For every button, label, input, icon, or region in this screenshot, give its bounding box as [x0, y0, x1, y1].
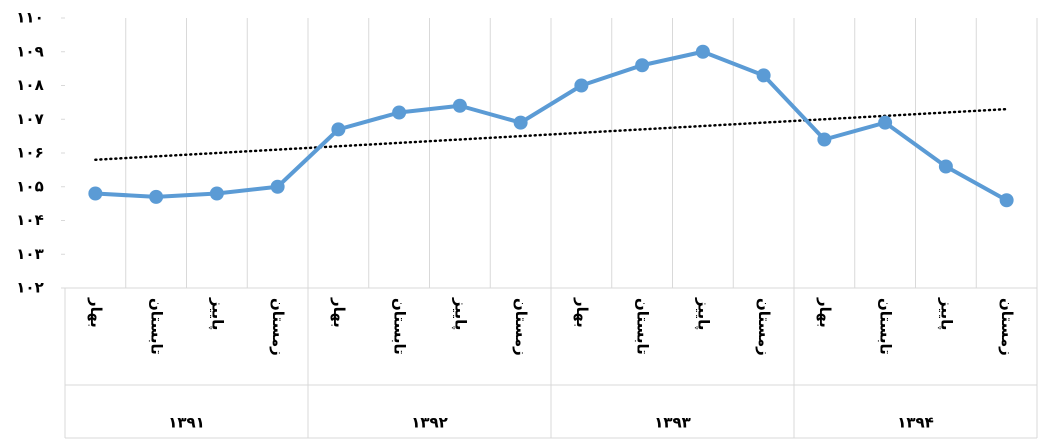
point	[149, 189, 164, 204]
y-tick-label: ۱۰۶	[16, 144, 43, 162]
group-label: ۱۳۹۳	[654, 414, 691, 432]
x-tick-label: تابستان	[877, 298, 895, 355]
x-tick-label: زمستان	[755, 298, 773, 356]
x-tick-label: پاییز	[936, 297, 955, 330]
group-label: ۱۳۹۲	[411, 414, 448, 432]
x-tick-label: بهار	[573, 297, 591, 328]
x-tick-label: زمستان	[269, 298, 287, 356]
point	[878, 115, 893, 130]
series-line	[95, 49, 1008, 202]
x-tick-label: تابستان	[634, 298, 652, 355]
point	[88, 186, 103, 201]
point	[695, 44, 710, 59]
point	[513, 115, 528, 130]
point	[392, 105, 407, 120]
y-tick-label: ۱۰۲	[16, 279, 43, 297]
group-label: ۱۳۹۴	[897, 414, 934, 432]
x-tick-label: تابستان	[391, 298, 409, 355]
y-tick-label: ۱۰۳	[16, 245, 43, 263]
point	[270, 179, 285, 194]
point	[999, 193, 1014, 208]
x-tick-label: بهار	[330, 297, 348, 328]
point	[209, 186, 224, 201]
point	[938, 159, 953, 174]
y-tick-label: ۱۱۰	[16, 9, 43, 27]
y-tick-label: ۱۰۸	[16, 76, 43, 94]
point	[635, 58, 650, 73]
point	[817, 132, 832, 147]
x-tick-label: زمستان	[512, 298, 530, 356]
point	[574, 78, 589, 93]
x-tick-label: تابستان	[148, 298, 166, 355]
x-tick-label: پاییز	[693, 297, 712, 330]
y-tick-label: ۱۰۵	[16, 177, 43, 195]
x-tick-label: پاییز	[207, 297, 226, 330]
x-tick-label: بهار	[816, 297, 834, 328]
trendline	[94, 107, 1008, 161]
y-tick-label: ۱۰۹	[16, 42, 43, 60]
group-label: ۱۳۹۱	[168, 414, 205, 432]
y-tick-label: ۱۰۴	[16, 211, 43, 229]
point	[452, 98, 467, 113]
point	[756, 68, 771, 83]
x-tick-label: بهار	[87, 297, 105, 328]
x-tick-label: پاییز	[450, 297, 469, 330]
y-tick-label: ۱۰۷	[16, 110, 43, 128]
point	[331, 122, 346, 137]
x-tick-label: زمستان	[998, 298, 1016, 356]
